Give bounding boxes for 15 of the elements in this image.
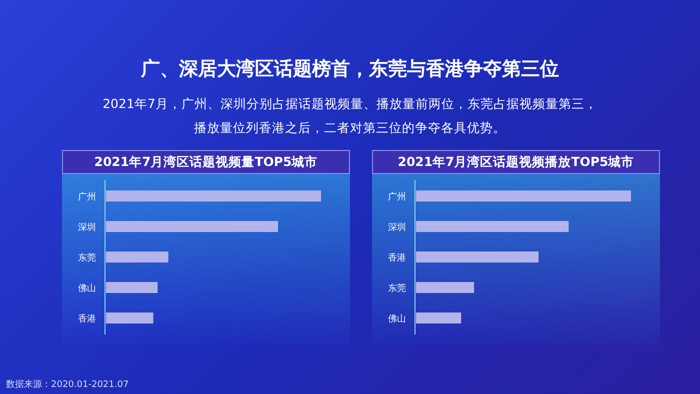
y-tick-label: 佛山 xyxy=(78,283,96,294)
text: 2021年7月，广州、深圳分别占据话题视频量、播放量前两位，东莞占据视频量第三，播放量位列香港之后，二者对第三位的争夺各具优势。 xyxy=(102,95,598,137)
y-tick-label: 广州 xyxy=(388,192,406,202)
y-tick-label: 东莞 xyxy=(78,252,96,264)
y-tick-label: 深圳 xyxy=(388,222,406,233)
text: 广、深居大湾区话题榜首，东莞与香港争夺第三位 xyxy=(140,57,560,82)
y-tick-label: 香港 xyxy=(388,252,406,264)
y-tick-label: 东莞 xyxy=(388,283,406,294)
source-note: 数据来源：2020.01-2021.07 xyxy=(6,378,129,391)
y-tick-label: 香港 xyxy=(78,314,96,324)
y-tick-label: 广州 xyxy=(78,192,96,202)
y-tick-label: 佛山 xyxy=(388,314,406,324)
chart-title: 2021年7月湾区话题视频播放TOP5城市 xyxy=(372,150,660,174)
y-tick-label: 深圳 xyxy=(78,222,96,233)
chart-title: 2021年7月湾区话题视频量TOP5城市 xyxy=(62,150,350,174)
